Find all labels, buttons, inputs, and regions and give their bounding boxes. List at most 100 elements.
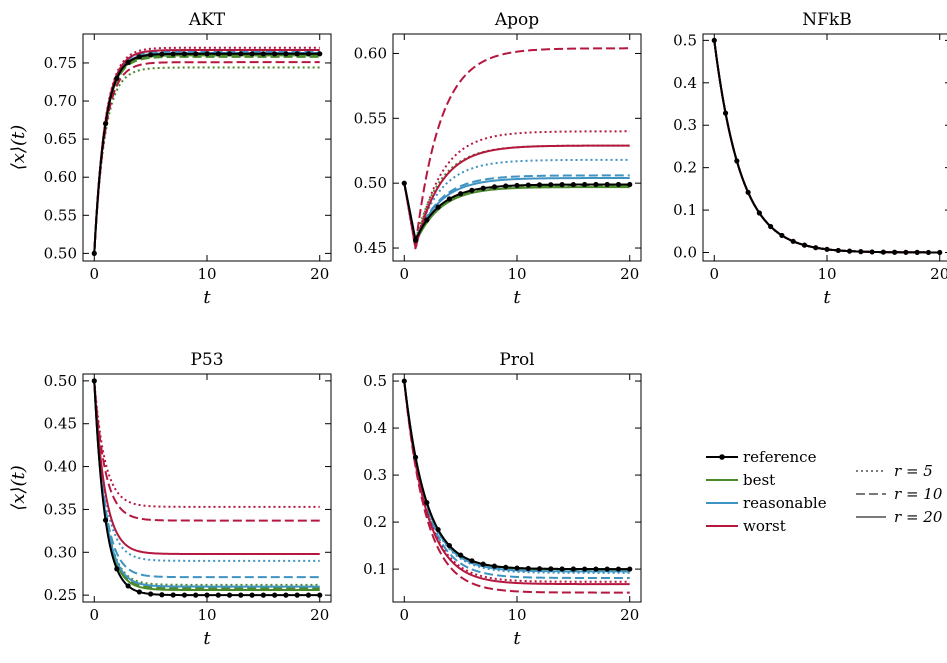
- series-line-worst-r10: [403, 380, 630, 594]
- x-tick-label: 20: [310, 265, 329, 283]
- plot-panel-nfkb: NFkB 0 10 20 0.0 0.1 0.2 0.3 0.4 0.5 t: [673, 10, 947, 308]
- reference-point: [226, 592, 233, 598]
- series-line-worst-r10: [403, 47, 630, 246]
- reference-point: [593, 181, 599, 188]
- reference-point: [813, 245, 819, 251]
- y-tick-label: 0.2: [673, 159, 697, 177]
- y-tick-label: 0.45: [354, 239, 387, 257]
- series-line-reasonable-r5: [403, 158, 630, 242]
- reference-point: [283, 51, 289, 57]
- reference-point: [193, 51, 199, 57]
- series-line-best-r5: [93, 66, 320, 254]
- series-line-reasonable-r20: [403, 176, 630, 244]
- y-axis-label: ⟨x⟩(t): [8, 125, 29, 170]
- x-tick-label: 20: [620, 265, 639, 283]
- reference-point: [136, 54, 142, 60]
- reference-point: [249, 592, 255, 598]
- reference-point: [559, 566, 565, 572]
- x-tick-label: 10: [507, 265, 526, 283]
- reference-point: [604, 181, 610, 188]
- reference-point: [582, 566, 588, 572]
- series-line-worst-r10: [713, 40, 940, 254]
- reference-point: [937, 249, 943, 256]
- reference-point: [272, 51, 278, 57]
- panel-title: AKT: [188, 10, 226, 30]
- reference-point: [525, 182, 531, 188]
- reference-point: [215, 51, 221, 57]
- reference-point: [570, 566, 576, 572]
- reference-point: [503, 564, 509, 570]
- y-tick-label: 0.50: [44, 244, 77, 262]
- reference-point: [536, 182, 543, 188]
- y-tick-label: 0.60: [44, 168, 77, 186]
- reference-point: [412, 237, 419, 243]
- reference-point: [148, 52, 154, 58]
- reference-point: [435, 526, 441, 533]
- reference-point: [892, 249, 898, 255]
- y-tick-label: 0.5: [673, 31, 697, 49]
- reference-point: [925, 249, 932, 256]
- series-line-reference: [93, 380, 320, 597]
- reference-point: [446, 196, 452, 202]
- y-tick-label: 0.70: [44, 92, 77, 110]
- series-line-worst-r20: [93, 380, 320, 555]
- reference-point: [548, 182, 554, 188]
- reference-point: [604, 566, 610, 572]
- reference-point: [525, 565, 531, 572]
- reference-point: [491, 563, 498, 569]
- reference-point: [260, 592, 266, 598]
- y-tick-label: 0.3: [363, 466, 387, 484]
- reference-point: [536, 566, 543, 572]
- reference-point: [734, 158, 740, 164]
- series-line-best-r20: [403, 182, 630, 247]
- legend-label-r: r = 20: [894, 508, 943, 526]
- axes-frame: [702, 33, 947, 262]
- series-line-reasonable-r5: [93, 380, 320, 562]
- x-tick-label: 0: [399, 606, 409, 624]
- reference-point: [317, 51, 323, 57]
- reference-point: [401, 378, 407, 384]
- series-line-best-r20: [93, 380, 320, 591]
- reference-point: [317, 592, 323, 598]
- reference-point: [294, 51, 300, 57]
- series-line-best-r10: [93, 55, 320, 254]
- legend-label-r: r = 10: [894, 485, 943, 503]
- y-tick-label: 0.3: [673, 116, 697, 134]
- reference-point: [824, 246, 830, 252]
- series-line-best-r10: [713, 40, 940, 254]
- reference-point: [514, 182, 520, 189]
- reference-point: [458, 191, 464, 197]
- reference-point: [582, 181, 588, 188]
- reference-point: [226, 51, 233, 57]
- reference-point: [305, 592, 312, 598]
- reference-point: [294, 592, 300, 598]
- series-line-reasonable-r20: [93, 380, 320, 588]
- x-tick-label: 20: [930, 265, 947, 283]
- series-line-worst-r20: [93, 49, 320, 254]
- series-line-best-r5: [93, 380, 320, 586]
- legend-label-best: best: [743, 471, 775, 489]
- y-axis-label: ⟨x⟩(t): [8, 465, 29, 510]
- y-tick-label: 0.40: [44, 458, 77, 476]
- legend-label-worst: worst: [743, 517, 786, 535]
- plot-panel-prol: Prol 0 10 20 0.1 0.2 0.3 0.4 0.5 t: [363, 350, 642, 649]
- series-line-worst-r5: [93, 46, 320, 254]
- reference-point: [91, 250, 97, 256]
- reference-point: [114, 75, 120, 81]
- series-line-reasonable-r5: [93, 49, 320, 254]
- reference-point: [283, 592, 289, 598]
- reference-point: [305, 51, 312, 57]
- legend-label-reasonable: reasonable: [743, 494, 827, 512]
- reference-point: [260, 51, 266, 57]
- reference-point: [412, 454, 419, 460]
- y-tick-label: 0.5: [363, 372, 387, 390]
- reference-point: [181, 592, 188, 598]
- y-tick-label: 0.30: [44, 543, 77, 561]
- y-tick-label: 0.50: [354, 174, 387, 192]
- legend-label-reference: reference: [743, 448, 817, 466]
- reference-point: [424, 217, 430, 223]
- y-tick-label: 0.25: [44, 586, 77, 604]
- x-tick-label: 10: [507, 606, 526, 624]
- series-line-reasonable-r10: [403, 380, 630, 580]
- x-tick-label: 20: [620, 606, 639, 624]
